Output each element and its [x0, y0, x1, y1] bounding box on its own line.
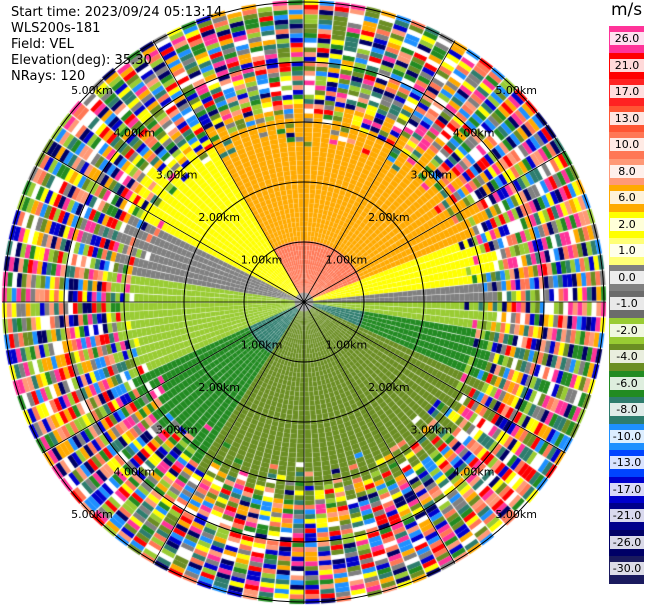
scan-info-panel: Start time: 2023/09/24 05:13:14 WLS200s-…: [11, 5, 222, 85]
colorbar-label: -26.0: [610, 535, 644, 549]
colorbar-label: 8.0: [610, 164, 644, 178]
colorbar-label: 2.0: [610, 217, 644, 231]
colorbar-label: -4.0: [610, 350, 644, 363]
colorbar-label: 1.0: [610, 244, 644, 257]
colorbar-label: 10.0: [610, 138, 644, 151]
colorbar-label: -6.0: [610, 376, 644, 390]
colorbar-label: -10.0: [610, 429, 644, 443]
nrays-text: NRays: 120: [11, 69, 86, 84]
colorbar-label: 13.0: [610, 111, 644, 125]
colorbar-label: -13.0: [610, 456, 644, 469]
colorbar-label: -2.0: [610, 323, 644, 337]
colorbar-label: -8.0: [610, 403, 644, 416]
station-name-text: WLS200s-181: [11, 21, 101, 36]
colorbar-label: -17.0: [610, 482, 644, 496]
colorbar-label: -30.0: [610, 562, 644, 575]
colorbar-label: -1.0: [610, 297, 644, 310]
colorbar-unit: m/s: [611, 0, 643, 20]
field-text: Field: VEL: [11, 37, 74, 52]
start-time-text: Start time: 2023/09/24 05:13:14: [11, 5, 223, 20]
colorbar-label: 21.0: [610, 58, 644, 72]
colorbar-label: 6.0: [610, 191, 644, 204]
elevation-text: Elevation(deg): 35.30: [11, 53, 152, 68]
colorbar-label: -21.0: [610, 509, 644, 522]
colorbar-label: 17.0: [610, 85, 644, 98]
colorbar-label: 0.0: [610, 270, 644, 284]
colorbar-label: 26.0: [610, 32, 644, 45]
